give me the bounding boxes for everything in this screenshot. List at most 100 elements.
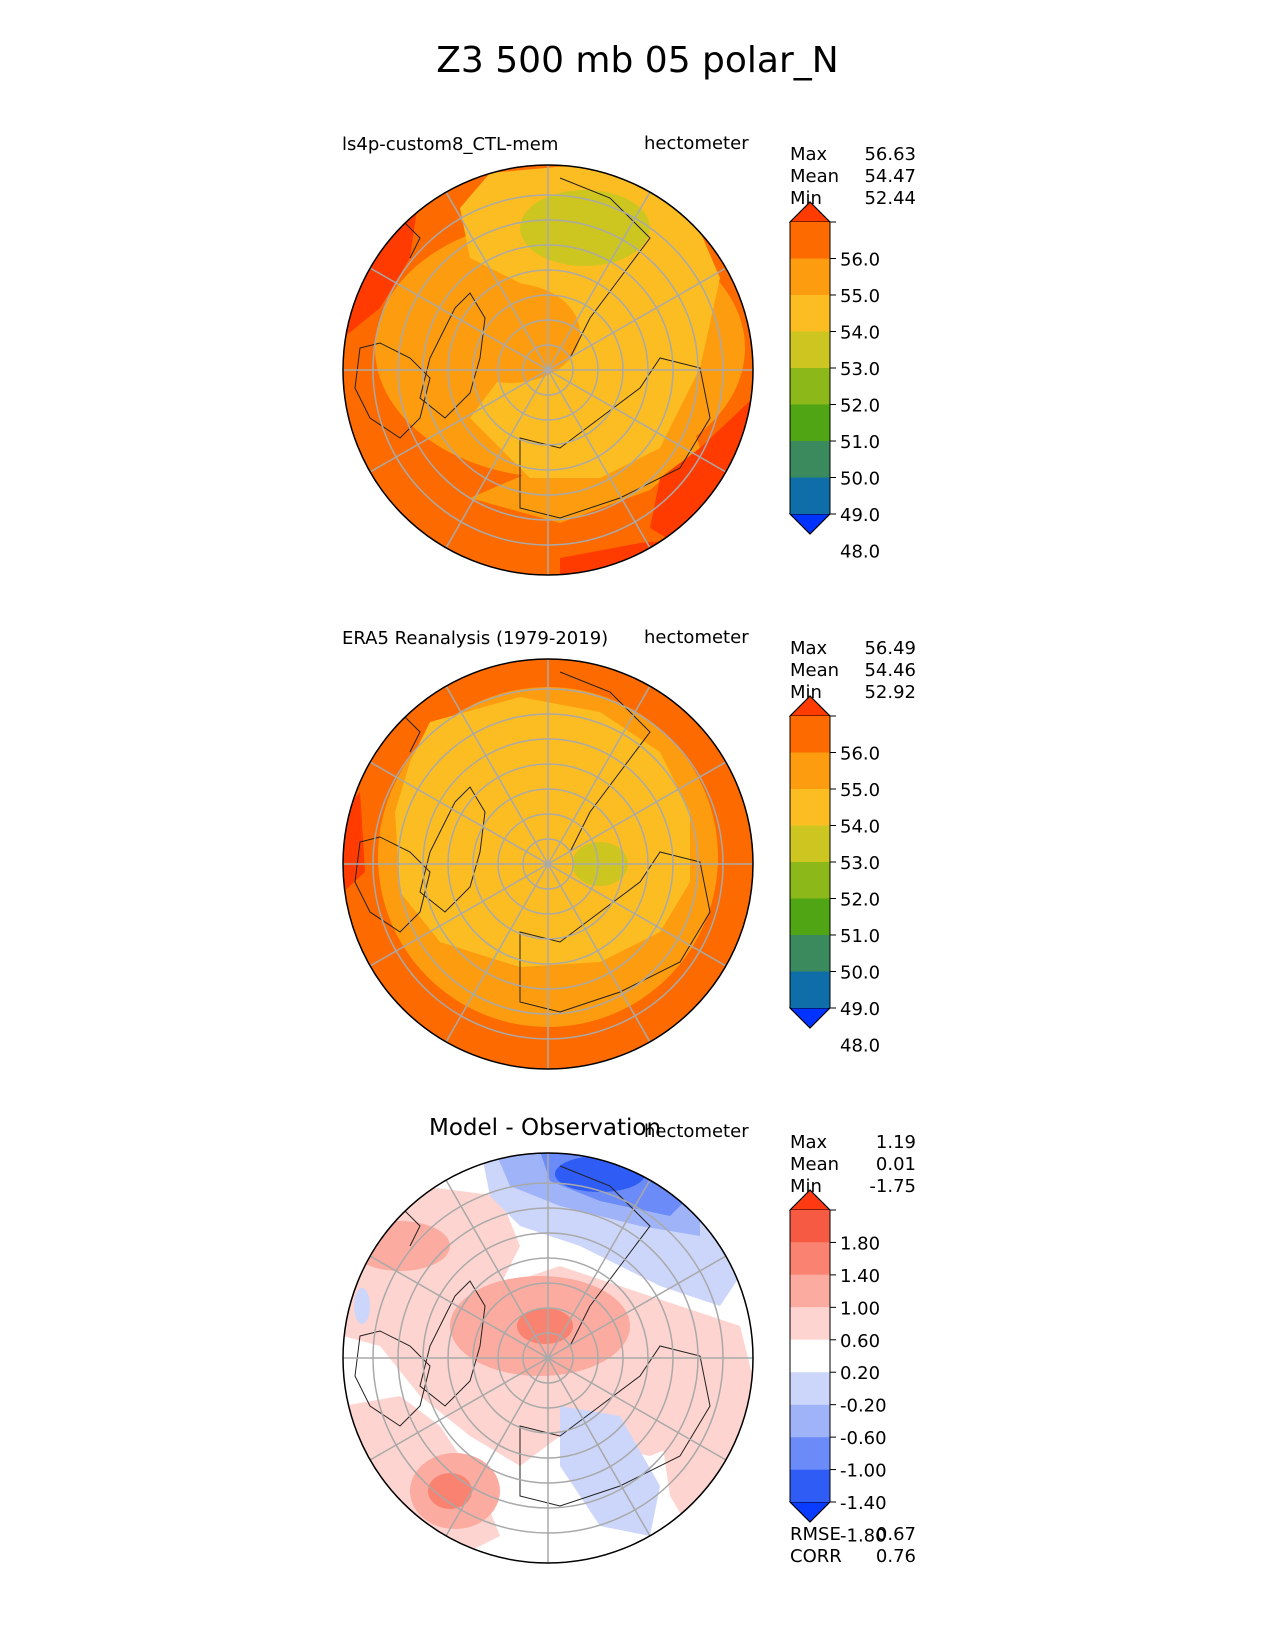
colorbar-tick-label: 49.0: [840, 505, 880, 526]
colorbar: 1.80 1.40 1.00 0.60 0.20 -0.20 -0.60 -1.00 -1.40…: [788, 1189, 887, 1546]
asia-coast: [559, 1165, 651, 1347]
colorbar-tick-label: 50.0: [840, 963, 880, 984]
colorbar-extend-min: [788, 1501, 832, 1523]
panel-difference: Model - Observation hectometer Max 1.19 M…: [0, 1106, 1275, 1576]
colorbar-swatch: [790, 331, 830, 368]
polar-map-svg: 56.0 55.0 54.0 53.0 52.0 51.0 50.0 49.0 48.0: [342, 658, 880, 1070]
colorbar-extend-max: [788, 1189, 832, 1211]
colorbar-tick-label: 56.0: [840, 250, 880, 271]
stats-box: Max 56.63 Mean 54.47 Min 52.44: [790, 144, 916, 209]
graticule: [343, 659, 753, 1069]
colorbar-swatch: [790, 295, 830, 332]
colorbar-swatch: [790, 971, 830, 1008]
colorbar-swatch: [790, 1372, 830, 1405]
colorbar-extend-max: [788, 201, 832, 223]
colorbar: 56.0 55.0 54.0 53.0 52.0 51.0 50.0 49.0 48.0: [788, 695, 880, 1057]
panel-model: ls4p-custom8_CTL-mem hectometer Max 56.63…: [0, 118, 1275, 588]
colorbar-tick-label: -0.20: [840, 1396, 887, 1417]
colorbar-tick-label: 0.60: [840, 1331, 880, 1352]
colorbar-swatch: [790, 752, 830, 789]
colorbar-swatch: [790, 1274, 830, 1308]
colorbar-swatch: [790, 441, 830, 478]
map-boundary: [342, 658, 754, 1070]
colorbar-swatch: [790, 1469, 830, 1502]
colorbar-tick-label: 52.0: [840, 396, 880, 417]
colorbar-tick-label: 53.0: [840, 359, 880, 380]
field-neg-xlarge: [555, 1156, 645, 1192]
metric-rmse: 0.67: [875, 1524, 916, 1545]
stat-min: 52.92: [864, 682, 916, 703]
colorbar-tick-label: -1.00: [840, 1461, 887, 1482]
colorbar-tick-label: 1.00: [840, 1298, 880, 1319]
colorbar-tick-label: -1.40: [840, 1493, 887, 1514]
asia-coast: [559, 177, 651, 359]
colorbar-swatch: [790, 1437, 830, 1470]
polar-map-svg: 56.0 55.0 54.0 53.0 52.0 51.0 50.0 49.0 48.0: [342, 164, 880, 576]
colorbar-swatch: [790, 1339, 830, 1373]
stat-mean: 0.01: [875, 1154, 916, 1175]
panel-units-label: hectometer: [644, 1121, 749, 1142]
colorbar-tick-label: 1.40: [840, 1266, 880, 1287]
colorbar-swatch: [790, 1242, 830, 1275]
colorbar-swatch: [790, 935, 830, 972]
stat-max: 1.19: [875, 1132, 916, 1153]
colorbar-swatch: [790, 716, 830, 753]
stats-box: Max 56.49 Mean 54.46 Min 52.92: [790, 638, 916, 703]
metrics-box: RMSE 0.67 CORR 0.76: [790, 1524, 916, 1567]
canada-coast: [354, 342, 431, 439]
stat-mean: 54.47: [864, 166, 916, 187]
colorbar-tick-label: 55.0: [840, 780, 880, 801]
colorbar-tick-label: -0.60: [840, 1428, 887, 1449]
field-high-center: [440, 283, 580, 383]
colorbar-swatch: [790, 258, 830, 295]
field-neg-small-sw: [420, 1544, 470, 1563]
greenland-coast: [419, 1280, 486, 1407]
panel-title: Model - Observation: [429, 1115, 662, 1141]
colorbar-swatch: [790, 404, 830, 441]
colorbar-tick-label: 56.0: [840, 744, 880, 765]
colorbar-swatch: [790, 898, 830, 935]
colorbar-tick-label: 51.0: [840, 432, 880, 453]
polar-map-svg: 1.80 1.40 1.00 0.60 0.20 -0.20 -0.60 -1.00 -1.40…: [342, 1152, 887, 1564]
panel-left-label: ERA5 Reanalysis (1979-2019): [342, 628, 609, 649]
colorbar-extend-min: [788, 1007, 832, 1029]
siberia-coast: [519, 851, 711, 1013]
colorbar-extend-max: [788, 695, 832, 717]
colorbar-tick-label: 55.0: [840, 286, 880, 307]
stat-min: 52.44: [864, 188, 916, 209]
colorbar-swatch: [790, 1404, 830, 1438]
colorbar-swatch: [790, 1210, 830, 1243]
colorbar-tick-label: 53.0: [840, 853, 880, 874]
stat-max: 56.63: [864, 144, 916, 165]
colorbar-swatch: [790, 1307, 830, 1340]
colorbar-extend-min: [788, 513, 832, 535]
panel-left-label: ls4p-custom8_CTL-mem: [342, 134, 559, 155]
colorbar-tick-label: 49.0: [840, 999, 880, 1020]
colorbar: 56.0 55.0 54.0 53.0 52.0 51.0 50.0 49.0 48.0: [788, 201, 880, 563]
siberia-coast: [519, 357, 711, 519]
colorbar-swatch: [790, 477, 830, 514]
stat-min: -1.75: [869, 1176, 916, 1197]
colorbar-tick-label: 51.0: [840, 926, 880, 947]
field-pos-large-sw: [428, 1473, 472, 1509]
metric-corr: 0.76: [875, 1546, 916, 1567]
map-boundary: [342, 164, 754, 576]
panel-units-label: hectometer: [644, 627, 749, 648]
coastlines: [354, 1165, 711, 1507]
colorbar-tick-label: 1.80: [840, 1233, 880, 1254]
field-band-52: [520, 190, 650, 266]
canada-coast: [354, 1330, 431, 1427]
siberia-coast: [519, 1345, 711, 1507]
graticule: [343, 1153, 753, 1563]
field-neg-small-w: [354, 1288, 370, 1324]
colorbar-tick-label: 50.0: [840, 469, 880, 490]
colorbar-tick-label: 52.0: [840, 890, 880, 911]
colorbar-tick-label: -1.80: [840, 1525, 887, 1546]
greenland-coast: [419, 786, 486, 913]
colorbar-swatch: [790, 789, 830, 826]
map-boundary: [342, 1152, 754, 1564]
colorbar-tick-label: 0.20: [840, 1363, 880, 1384]
colorbar-swatch: [790, 825, 830, 862]
coastlines: [354, 177, 711, 519]
field-band-55-south: [343, 178, 753, 575]
